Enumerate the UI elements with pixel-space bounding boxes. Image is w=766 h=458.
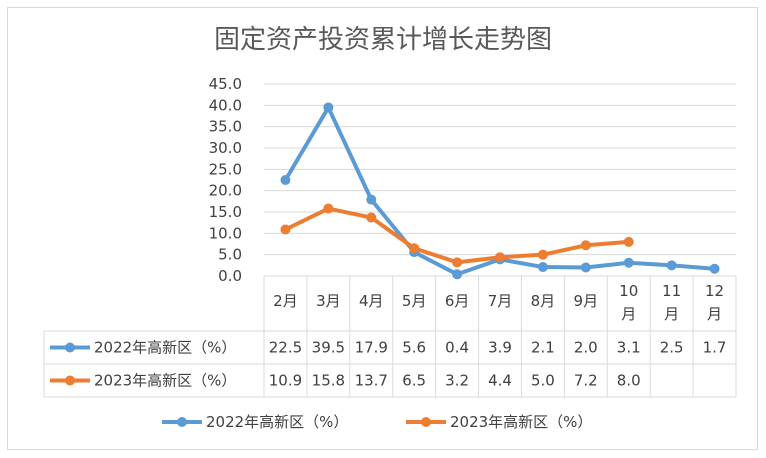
- y-tick-label: 30.0: [209, 139, 242, 157]
- data-point: [709, 263, 720, 274]
- table-cell-value: 5.6: [402, 339, 426, 357]
- legend-key-marker: [177, 417, 187, 427]
- y-tick-label: 10.0: [209, 224, 242, 242]
- x-tick-label: 12: [705, 282, 724, 300]
- data-point: [323, 102, 334, 113]
- x-tick-label: 月: [664, 305, 679, 323]
- data-point: [537, 249, 548, 260]
- y-tick-label: 40.0: [209, 96, 242, 114]
- y-tick-label: 35.0: [209, 118, 242, 136]
- legend-label: 2022年高新区（%）: [206, 413, 348, 431]
- x-tick-label: 4月: [359, 292, 384, 310]
- x-tick-label: 6月: [445, 292, 470, 310]
- table-cell-value: 5.0: [531, 372, 555, 390]
- table-cell-value: 13.7: [355, 372, 388, 390]
- legend: 2022年高新区（%） 2023年高新区（%）: [162, 413, 592, 431]
- data-point: [452, 269, 463, 280]
- series-layer: [280, 102, 720, 280]
- y-tick-label: 25.0: [209, 160, 242, 178]
- table-cell-value: 0.4: [445, 339, 469, 357]
- y-tick-label: 45.0: [209, 75, 242, 93]
- data-point: [280, 175, 291, 185]
- y-tick-label: 15.0: [209, 203, 242, 221]
- x-tick-label: 月: [707, 305, 722, 323]
- data-point: [280, 224, 291, 235]
- table-cell-value: 3.2: [445, 372, 469, 390]
- data-point: [580, 262, 591, 273]
- data-point: [323, 203, 334, 214]
- table-cell-value: 10.9: [269, 372, 302, 390]
- x-tick-label: 月: [621, 305, 636, 323]
- table-cell-value: 2.0: [574, 339, 598, 357]
- table-cell-value: 8.0: [617, 372, 641, 390]
- data-point: [623, 257, 634, 268]
- legend-key-marker: [421, 417, 431, 427]
- x-tick-label: 7月: [488, 292, 513, 310]
- chart-title: 固定资产投资累计增长走势图: [214, 25, 552, 55]
- table-cell-value: 7.2: [574, 372, 598, 390]
- data-point: [666, 260, 677, 271]
- chart-frame: [7, 7, 758, 450]
- table-cell-value: 2.5: [660, 339, 684, 357]
- table-cell-value: 2.1: [531, 339, 555, 357]
- table-series-name: 2022年高新区（%）: [94, 339, 236, 357]
- y-tick-label: 5.0: [218, 246, 242, 264]
- table-cell-value: 3.9: [488, 339, 512, 357]
- data-point: [623, 236, 634, 247]
- data-point: [366, 212, 377, 223]
- legend-label: 2023年高新区（%）: [450, 413, 592, 431]
- x-tick-label: 2月: [273, 292, 298, 310]
- table-cell-value: 39.5: [312, 339, 345, 357]
- y-axis: 0.0 5.0 10.0 15.0 20.0 25.0 30.0 35.0 40.0 45.0: [209, 75, 242, 285]
- table-legend-key-marker: [65, 375, 75, 386]
- table-cell-value: 3.1: [617, 339, 641, 357]
- data-point: [495, 252, 505, 263]
- y-tick-label: 0.0: [218, 267, 242, 285]
- table-cell-value: 22.5: [269, 339, 302, 357]
- table-cell-value: 1.7: [703, 339, 727, 357]
- data-point: [409, 243, 420, 254]
- x-tick-label: 5月: [402, 292, 427, 310]
- table-cell-value: 6.5: [402, 372, 426, 390]
- y-tick-label: 20.0: [209, 182, 242, 200]
- x-tick-label: 10: [619, 282, 638, 300]
- table-cell-value: 4.4: [488, 372, 512, 390]
- data-table: 2月 3月 4月 5月 6月 7月 8月 9月 10 月 11 月 12 月 2022年高新区（%） 22.5…: [43, 275, 737, 398]
- x-tick-label: 3月: [316, 292, 341, 310]
- data-point: [580, 240, 591, 251]
- table-series-name: 2023年高新区（%）: [94, 372, 236, 390]
- data-point: [452, 257, 463, 268]
- x-tick-label: 8月: [531, 292, 556, 310]
- gridlines: [264, 83, 736, 256]
- x-tick-label: 9月: [574, 292, 599, 310]
- x-tick-label: 11: [662, 282, 681, 300]
- table-cell-value: 15.8: [312, 372, 345, 390]
- table-legend-key-marker: [65, 342, 75, 353]
- table-cell-value: 17.9: [355, 339, 388, 357]
- data-point: [366, 194, 377, 205]
- data-point: [537, 262, 548, 273]
